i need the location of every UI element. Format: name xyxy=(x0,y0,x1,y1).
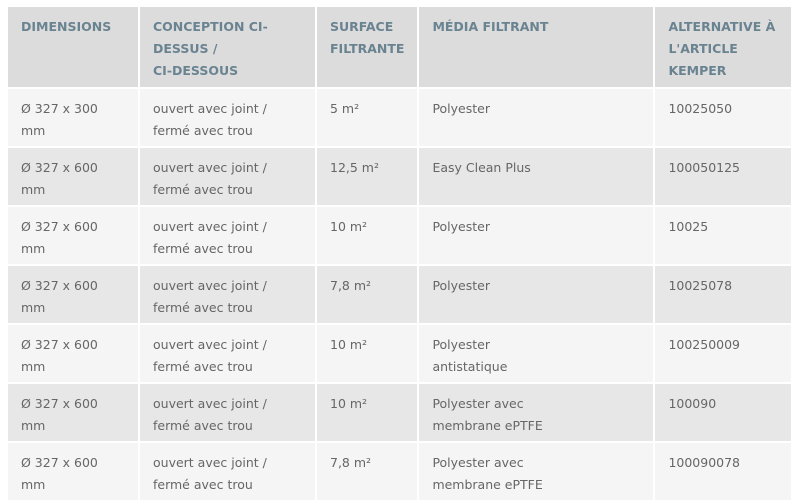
table-row: Ø 327 x 600 mm ouvert avec joint / fermé … xyxy=(8,443,792,500)
table-row: Ø 327 x 600 mm ouvert avec joint / fermé … xyxy=(8,207,792,264)
cell-alternative: 100090 xyxy=(655,384,792,441)
cell-surface: 10 m² xyxy=(317,384,418,441)
table-row: Ø 327 x 600 mm ouvert avec joint / fermé … xyxy=(8,325,792,382)
cell-dimensions: Ø 327 x 300 mm xyxy=(8,89,138,146)
cell-surface: 10 m² xyxy=(317,325,418,382)
cell-surface: 10 m² xyxy=(317,207,418,264)
cell-dimensions: Ø 327 x 600 mm xyxy=(8,207,138,264)
cell-media: Polyester xyxy=(419,89,654,146)
cell-media: Polyester avec membrane ePTFE xyxy=(419,443,654,500)
table-header-row: DIMENSIONS CONCEPTION CI- DESSUS / CI-DE… xyxy=(8,7,792,87)
cell-media: Easy Clean Plus xyxy=(419,148,654,205)
cell-surface: 12,5 m² xyxy=(317,148,418,205)
cell-dimensions: Ø 327 x 600 mm xyxy=(8,325,138,382)
table-row: Ø 327 x 600 mm ouvert avec joint / fermé … xyxy=(8,266,792,323)
cell-conception: ouvert avec joint / fermé avec trou xyxy=(140,325,315,382)
cell-surface: 5 m² xyxy=(317,89,418,146)
cell-alternative: 10025 xyxy=(655,207,792,264)
header-media: MÉDIA FILTRANT xyxy=(419,7,654,87)
cell-media: Polyester avec membrane ePTFE xyxy=(419,384,654,441)
header-alternative: ALTERNATIVE À L'ARTICLE KEMPER xyxy=(655,7,792,87)
table-row: Ø 327 x 300 mm ouvert avec joint / fermé … xyxy=(8,89,792,146)
cell-surface: 7,8 m² xyxy=(317,443,418,500)
cell-alternative: 100090078 xyxy=(655,443,792,500)
cell-conception: ouvert avec joint / fermé avec trou xyxy=(140,89,315,146)
cell-alternative: 10025078 xyxy=(655,266,792,323)
cell-conception: ouvert avec joint / fermé avec trou xyxy=(140,207,315,264)
cell-dimensions: Ø 327 x 600 mm xyxy=(8,384,138,441)
cell-dimensions: Ø 327 x 600 mm xyxy=(8,266,138,323)
cell-surface: 7,8 m² xyxy=(317,266,418,323)
cell-media: Polyester xyxy=(419,207,654,264)
cell-conception: ouvert avec joint / fermé avec trou xyxy=(140,443,315,500)
cell-conception: ouvert avec joint / fermé avec trou xyxy=(140,266,315,323)
cell-conception: ouvert avec joint / fermé avec trou xyxy=(140,148,315,205)
header-surface: SURFACE FILTRANTE xyxy=(317,7,418,87)
cell-conception: ouvert avec joint / fermé avec trou xyxy=(140,384,315,441)
table-row: Ø 327 x 600 mm ouvert avec joint / fermé … xyxy=(8,384,792,441)
cell-alternative: 100250009 xyxy=(655,325,792,382)
header-conception: CONCEPTION CI- DESSUS / CI-DESSOUS xyxy=(140,7,315,87)
filter-spec-table: DIMENSIONS CONCEPTION CI- DESSUS / CI-DE… xyxy=(6,5,793,502)
cell-dimensions: Ø 327 x 600 mm xyxy=(8,148,138,205)
cell-media: Polyester antistatique xyxy=(419,325,654,382)
cell-alternative: 10025050 xyxy=(655,89,792,146)
cell-media: Polyester xyxy=(419,266,654,323)
header-conception-text: CONCEPTION CI- DESSUS / CI-DESSOUS xyxy=(153,19,268,78)
cell-alternative: 100050125 xyxy=(655,148,792,205)
header-dimensions: DIMENSIONS xyxy=(8,7,138,87)
table-row: Ø 327 x 600 mm ouvert avec joint / fermé … xyxy=(8,148,792,205)
cell-dimensions: Ø 327 x 600 mm xyxy=(8,443,138,500)
